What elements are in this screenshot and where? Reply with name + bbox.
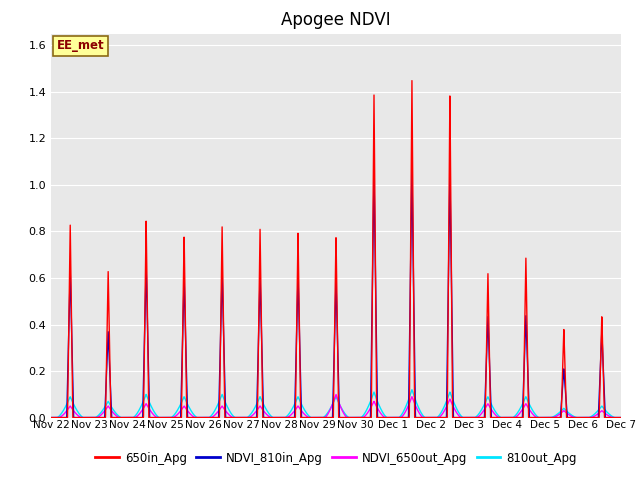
650in_Apg [389, 415, 397, 420]
NDVI_810in_Apg [151, 415, 159, 420]
Line: NDVI_650out_Apg: NDVI_650out_Apg [51, 395, 621, 418]
810out_Apg [418, 411, 426, 417]
810out_Apg [472, 414, 480, 420]
810out_Apg [516, 407, 524, 412]
NDVI_650out_Apg [389, 415, 397, 420]
NDVI_810in_Apg [408, 166, 416, 172]
810out_Apg [617, 415, 625, 420]
810out_Apg [47, 415, 55, 420]
NDVI_810in_Apg [389, 415, 397, 420]
650in_Apg [265, 415, 273, 420]
NDVI_650out_Apg [265, 413, 273, 419]
NDVI_810in_Apg [472, 415, 480, 420]
Legend: 650in_Apg, NDVI_810in_Apg, NDVI_650out_Apg, 810out_Apg: 650in_Apg, NDVI_810in_Apg, NDVI_650out_A… [91, 447, 581, 469]
NDVI_650out_Apg [617, 415, 625, 420]
810out_Apg [408, 387, 416, 393]
Line: 810out_Apg: 810out_Apg [51, 390, 621, 418]
810out_Apg [151, 410, 159, 416]
Line: 650in_Apg: 650in_Apg [51, 81, 621, 418]
NDVI_650out_Apg [332, 392, 340, 397]
NDVI_810in_Apg [617, 415, 625, 420]
NDVI_810in_Apg [265, 415, 273, 420]
NDVI_810in_Apg [418, 415, 426, 420]
Title: Apogee NDVI: Apogee NDVI [281, 11, 391, 29]
650in_Apg [472, 415, 480, 420]
NDVI_810in_Apg [47, 415, 55, 420]
NDVI_650out_Apg [472, 415, 480, 420]
NDVI_810in_Apg [516, 415, 524, 420]
NDVI_650out_Apg [47, 415, 55, 420]
NDVI_650out_Apg [151, 413, 159, 419]
650in_Apg [408, 78, 416, 84]
650in_Apg [47, 415, 55, 420]
650in_Apg [516, 415, 524, 420]
NDVI_650out_Apg [418, 414, 426, 420]
Line: NDVI_810in_Apg: NDVI_810in_Apg [51, 169, 621, 418]
810out_Apg [389, 415, 397, 420]
650in_Apg [151, 415, 159, 420]
650in_Apg [617, 415, 625, 420]
810out_Apg [265, 410, 273, 416]
Text: EE_met: EE_met [57, 39, 104, 52]
NDVI_650out_Apg [516, 410, 524, 416]
650in_Apg [418, 415, 426, 420]
